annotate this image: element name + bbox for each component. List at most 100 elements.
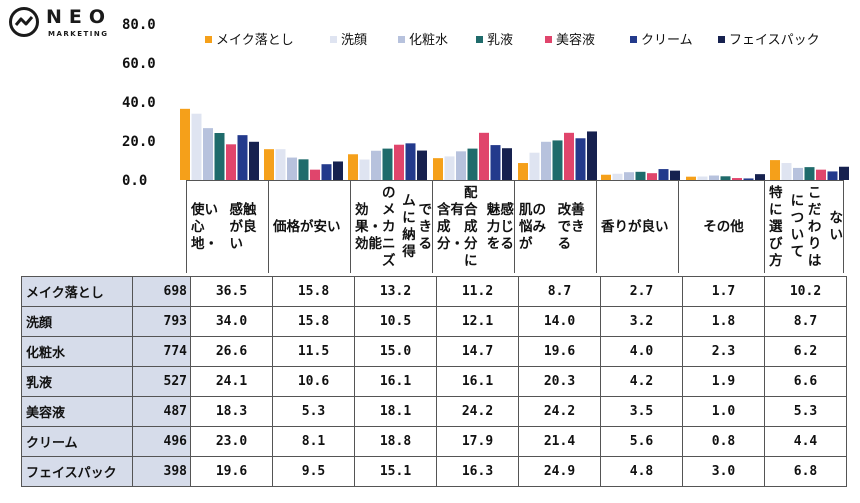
table-row: メイク落とし 698 36.5 15.8 13.2 11.2 8.7 2.7 1.7 10.2 [21,276,847,307]
table-cell: 5.6 [600,426,683,457]
table-cell: 24.1 [190,366,273,397]
category-header: 香りが良い [596,180,679,273]
bar-メイク落とし-7 [770,160,780,180]
legend-label: メイク落とし [216,33,294,48]
category-header: 含有成分・ 配合成分に 魅力を 感じる [432,180,515,273]
legend-swatch [205,36,212,43]
table-cell: 10.5 [354,306,437,337]
category-header: 効果・効能 のメカニズ ムに納得 できる [350,180,433,273]
table-cell: 15.8 [272,306,355,337]
row-label: メイク落とし [21,276,133,307]
table-cell: 6.6 [764,366,847,397]
category-header: その他 [678,180,765,273]
table-cell: 24.2 [518,396,601,427]
bar-洗顔-4 [529,152,540,180]
legend-label: 美容液 [556,32,595,48]
bar-化粧水-2 [371,150,381,180]
bar-クリーム-5 [658,169,669,180]
bar-クリーム-2 [405,143,416,180]
table-cell: 4.8 [600,456,683,487]
table-cell: 4.4 [764,426,847,457]
bar-化粧水-7 [793,167,803,180]
table-row: 洗顔 793 34.0 15.8 10.5 12.1 14.0 3.2 1.8 8.7 [21,306,847,337]
table-cell: 11.2 [436,276,519,307]
table-cell: 21.4 [518,426,601,457]
table-cell: 24.2 [436,396,519,427]
table-row: フェイスパック 398 19.6 9.5 15.1 16.3 24.9 4.8 3.0 6.8 [21,456,847,487]
row-label: 洗顔 [21,306,133,337]
bar-クリーム-6 [743,178,754,180]
bar-洗顔-5 [612,173,623,180]
legend-swatch [330,36,337,43]
neo-logo: NEO MARKETING [8,6,118,40]
table-cell: 1.9 [682,366,765,397]
table-cell: 15.0 [354,336,437,367]
bar-洗顔-0 [191,113,202,180]
table-cell: 3.2 [600,306,683,337]
table-cell: 6.8 [764,456,847,487]
table-cell: 2.7 [600,276,683,307]
table-cell: 15.1 [354,456,437,487]
table-cell: 26.6 [190,336,273,367]
bar-クリーム-7 [827,171,838,180]
bar-美容液-6 [732,178,742,180]
table-cell: 16.1 [354,366,437,397]
bar-化粧水-3 [456,151,466,180]
bar-クリーム-4 [575,138,586,180]
bar-クリーム-0 [237,135,248,180]
bar-洗顔-2 [359,159,370,180]
table-cell: 23.0 [190,426,273,457]
y-tick-label: 20.0 [122,134,156,150]
bar-フェイスパック-0 [249,141,259,180]
table-cell: 9.5 [272,456,355,487]
bar-クリーム-3 [490,145,501,180]
y-tick-label: 80.0 [122,17,156,33]
legend-swatch [718,36,725,43]
table-row: クリーム 496 23.0 8.1 18.8 17.9 21.4 5.6 0.8 4.4 [21,426,847,457]
table-cell: 5.3 [272,396,355,427]
sample-size: 793 [132,306,191,337]
bar-乳液-2 [382,148,393,180]
row-label: フェイスパック [21,456,133,487]
category-header: 特に選び方 について こだわりは ない [764,180,844,273]
bar-フェイスパック-7 [839,166,849,180]
table-cell: 4.2 [600,366,683,397]
bar-化粧水-6 [709,175,719,180]
bar-フェイスパック-6 [755,174,765,180]
table-cell: 20.3 [518,366,601,397]
bar-乳液-3 [467,148,478,180]
table-cell: 24.9 [518,456,601,487]
bar-化粧水-1 [287,157,297,180]
table-cell: 36.5 [190,276,273,307]
bar-美容液-5 [647,173,657,180]
bar-フェイスパック-4 [587,131,597,180]
data-table: メイク落とし 698 36.5 15.8 13.2 11.2 8.7 2.7 1.7 10.2 洗顔… [21,276,847,487]
bar-フェイスパック-3 [502,148,512,180]
table-cell: 4.0 [600,336,683,367]
bar-乳液-7 [804,167,815,180]
table-cell: 1.0 [682,396,765,427]
table-cell: 16.1 [436,366,519,397]
sample-size: 487 [132,396,191,427]
table-cell: 5.3 [764,396,847,427]
bar-乳液-1 [298,159,309,180]
y-tick-label: 0.0 [122,173,147,189]
bar-乳液-4 [552,140,563,180]
bar-化粧水-4 [541,141,551,180]
table-cell: 10.6 [272,366,355,397]
bar-化粧水-0 [203,128,213,180]
bar-乳液-6 [720,176,731,180]
bar-美容液-2 [394,144,404,180]
sample-size: 698 [132,276,191,307]
table-cell: 1.8 [682,306,765,337]
bar-フェイスパック-1 [333,161,343,180]
table-cell: 18.8 [354,426,437,457]
table-cell: 6.2 [764,336,847,367]
legend-swatch [545,36,552,43]
table-cell: 19.6 [190,456,273,487]
bar-クリーム-1 [321,164,332,180]
table-cell: 8.7 [518,276,601,307]
table-cell: 0.8 [682,426,765,457]
bar-洗顔-1 [275,149,286,180]
legend-label: 乳液 [487,33,513,48]
